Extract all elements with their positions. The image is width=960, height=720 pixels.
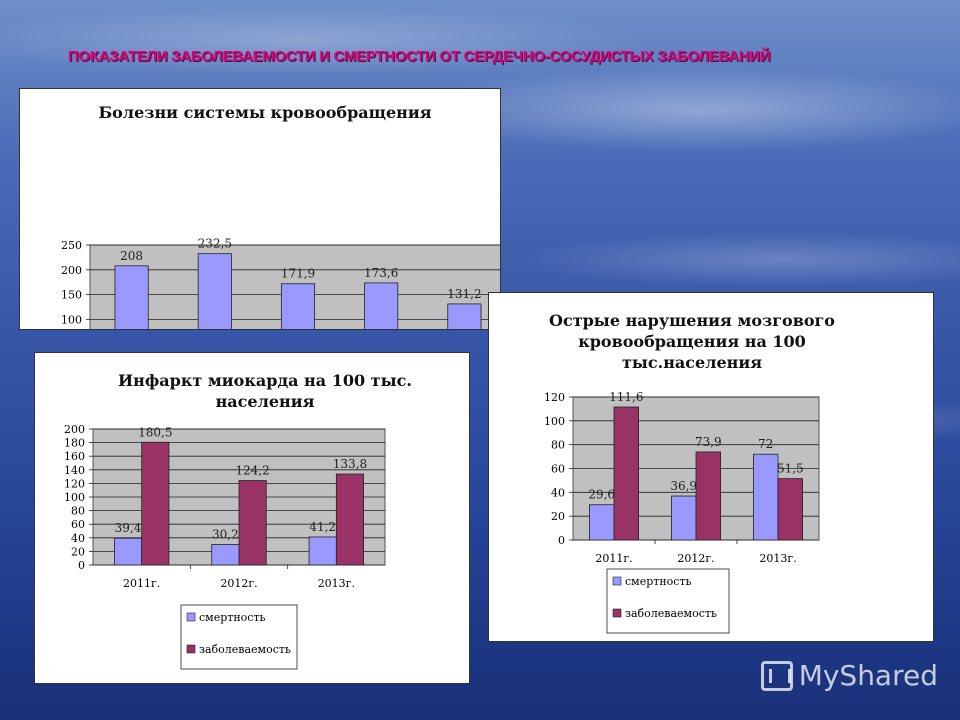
y-tick-label: 80 (71, 505, 85, 518)
data-label: 30,2 (212, 527, 239, 541)
y-tick-label: 0 (558, 534, 565, 547)
y-tick-label: 150 (61, 289, 82, 302)
y-tick-label: 40 (551, 486, 565, 499)
watermark-text: MyShared (798, 659, 938, 692)
legend-label: заболеваемость (625, 607, 717, 620)
y-tick-label: 20 (551, 510, 565, 523)
x-tick-label: 2012г. (220, 577, 257, 590)
bar (589, 504, 615, 541)
data-label: 171,9 (281, 267, 315, 281)
data-label: 131,2 (447, 287, 481, 301)
data-label: 133,8 (333, 457, 367, 471)
y-tick-label: 100 (544, 415, 565, 428)
x-tick-label: 2013г. (318, 577, 355, 590)
slide-headline: ПОКАЗАТЕЛИ ЗАБОЛЕВАЕМОСТИ И СМЕРТНОСТИ О… (68, 48, 771, 65)
data-label: 41,2 (309, 520, 336, 534)
data-label: 51,5 (777, 462, 804, 476)
legend-swatch (186, 644, 196, 654)
watermark: MyShared (760, 659, 938, 692)
x-tick-label: 2011г. (595, 552, 632, 565)
data-label: 173,6 (364, 266, 398, 280)
data-label: 36,9 (670, 479, 697, 493)
y-tick-label: 200 (64, 423, 85, 436)
data-label: 111,6 (609, 390, 643, 404)
legend-swatch (186, 612, 196, 622)
y-tick-label: 20 (71, 545, 85, 558)
data-label: 72 (758, 437, 773, 451)
bar (141, 441, 170, 566)
chart-circulatory: 0501001502002502009г.2082010г.232,52011г… (61, 237, 500, 329)
x-tick-label: 2011г. (123, 577, 160, 590)
legend-swatch (612, 608, 622, 618)
chart-panel-infarction: Инфаркт миокарда на 100 тыс. населения 0… (34, 352, 470, 684)
y-tick-label: 200 (61, 264, 82, 277)
bar (447, 303, 482, 329)
bar (364, 282, 399, 329)
myshared-logo-icon (760, 660, 793, 691)
legend-box (180, 604, 298, 670)
bar (613, 406, 640, 541)
y-tick-label: 100 (61, 313, 82, 326)
bar (280, 283, 316, 329)
bar (308, 536, 337, 566)
y-tick-label: 120 (544, 391, 565, 404)
legend-swatch (612, 576, 622, 586)
y-tick-label: 80 (551, 439, 565, 452)
bar (238, 480, 267, 566)
chart-title: Инфаркт миокарда на 100 тыс. населения (118, 371, 412, 411)
chart-panel-stroke: Острые нарушения мозгового кровообращени… (488, 292, 934, 642)
chart-title: Острые нарушения мозгового кровообращени… (549, 311, 835, 372)
legend-label: смертность (625, 575, 692, 588)
data-label: 180,5 (138, 425, 172, 439)
bar (114, 537, 143, 566)
bar (670, 495, 697, 541)
chart-title: Болезни системы кровообращения (98, 103, 432, 122)
bar (777, 478, 804, 541)
y-tick-label: 0 (78, 559, 85, 572)
bar (335, 473, 364, 566)
chart-panel-circulatory: Болезни системы кровообращения 050100150… (19, 88, 501, 330)
y-tick-label: 100 (64, 491, 85, 504)
legend-label: заболеваемость (199, 643, 291, 656)
y-tick-label: 60 (71, 518, 85, 531)
y-tick-label: 60 (551, 463, 565, 476)
data-label: 124,2 (235, 464, 269, 478)
data-label: 73,9 (695, 435, 722, 449)
bar (197, 253, 232, 329)
chart-stroke: 0 20 40 60 80 100 120 2011г. 29,6 111,6 2012г. 36,9… (544, 390, 820, 634)
bar (695, 451, 722, 541)
bar (114, 265, 149, 329)
y-tick-label: 180 (64, 437, 85, 450)
y-tick-label: 120 (64, 477, 85, 490)
y-tick-label: 250 (61, 239, 82, 252)
legend-label: смертность (199, 611, 266, 624)
data-label: 208 (120, 249, 143, 263)
x-tick-label: 2012г. (677, 552, 714, 565)
data-label: 29,6 (588, 488, 615, 502)
data-label: 232,5 (198, 237, 232, 251)
y-tick-label: 40 (71, 532, 85, 545)
legend-box (606, 568, 730, 634)
bar (752, 453, 779, 541)
y-tick-label: 140 (64, 464, 85, 477)
bar (211, 544, 240, 566)
y-tick-label: 160 (64, 450, 85, 463)
x-tick-label: 2013г. (759, 552, 796, 565)
data-label: 39,4 (115, 521, 142, 535)
